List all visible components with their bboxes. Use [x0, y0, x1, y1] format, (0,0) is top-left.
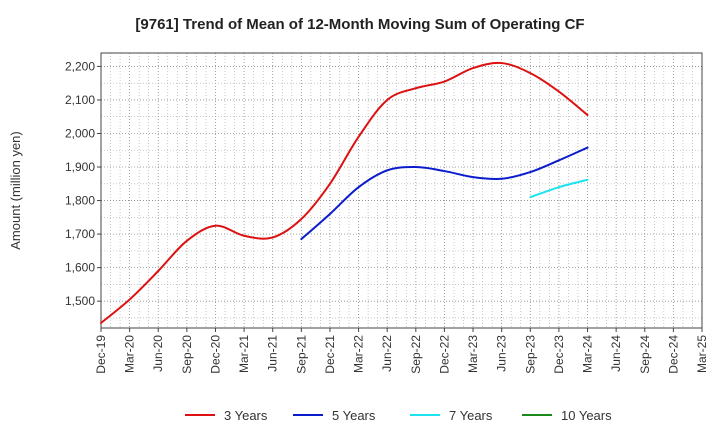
- x-tick-label: Jun-24: [609, 335, 623, 372]
- x-tick-label: Dec-20: [208, 335, 222, 374]
- legend-label-7-years: 7 Years: [449, 408, 493, 423]
- x-tick-label: Mar-23: [466, 335, 480, 373]
- x-tick-label: Sep-23: [523, 335, 537, 374]
- y-tick-label: 1,500: [65, 294, 95, 308]
- x-tick-label: Sep-24: [638, 335, 652, 374]
- legend-label-3-years: 3 Years: [224, 408, 268, 423]
- x-tick-label: Dec-22: [437, 335, 451, 374]
- series-line-7-years: [529, 178, 589, 199]
- x-tick-label: Sep-22: [409, 335, 423, 374]
- y-tick-label: 1,800: [65, 194, 95, 208]
- series-line-5-years: [300, 146, 589, 241]
- y-tick-label: 1,600: [65, 261, 95, 275]
- y-tick-label: 1,700: [65, 227, 95, 241]
- x-tick-label: Mar-21: [237, 335, 251, 373]
- plot-frame: [100, 52, 703, 329]
- plot-background: [101, 53, 702, 328]
- chart-title: [9761] Trend of Mean of 12-Month Moving …: [135, 16, 584, 33]
- x-tick-label: Sep-20: [180, 335, 194, 374]
- plot-area: 1,500 1,600 1,700 1,800 1,900 2,000 2,100 2,200…: [65, 52, 709, 374]
- legend: 3 Years 5 Years 7 Years 10 Years: [185, 408, 612, 423]
- x-tick-label: Mar-24: [581, 335, 595, 373]
- x-tick-label: Dec-24: [666, 335, 680, 374]
- x-tick-label: Mar-20: [123, 335, 137, 373]
- y-tick-label: 2,100: [65, 93, 95, 107]
- x-tick-label: Jun-23: [495, 335, 509, 372]
- x-tick-label: Sep-21: [294, 335, 308, 374]
- series-line-3-years: [100, 61, 589, 324]
- y-tick-label: 2,200: [65, 59, 95, 73]
- legend-label-10-years: 10 Years: [561, 408, 612, 423]
- x-tick-label: Dec-19: [94, 335, 108, 374]
- y-axis-label: Amount (million yen): [8, 131, 23, 250]
- x-tick-label: Jun-21: [266, 335, 280, 372]
- y-tick-label: 1,900: [65, 160, 95, 174]
- y-tick-label: 2,000: [65, 126, 95, 140]
- x-tick-label: Mar-22: [352, 335, 366, 373]
- x-tick-label: Jun-22: [380, 335, 394, 372]
- x-tick-label: Jun-20: [151, 335, 165, 372]
- x-tick-label: Dec-23: [552, 335, 566, 374]
- x-tick-label: Mar-25: [695, 335, 709, 373]
- x-tick-label: Dec-21: [323, 335, 337, 374]
- legend-label-5-years: 5 Years: [332, 408, 376, 423]
